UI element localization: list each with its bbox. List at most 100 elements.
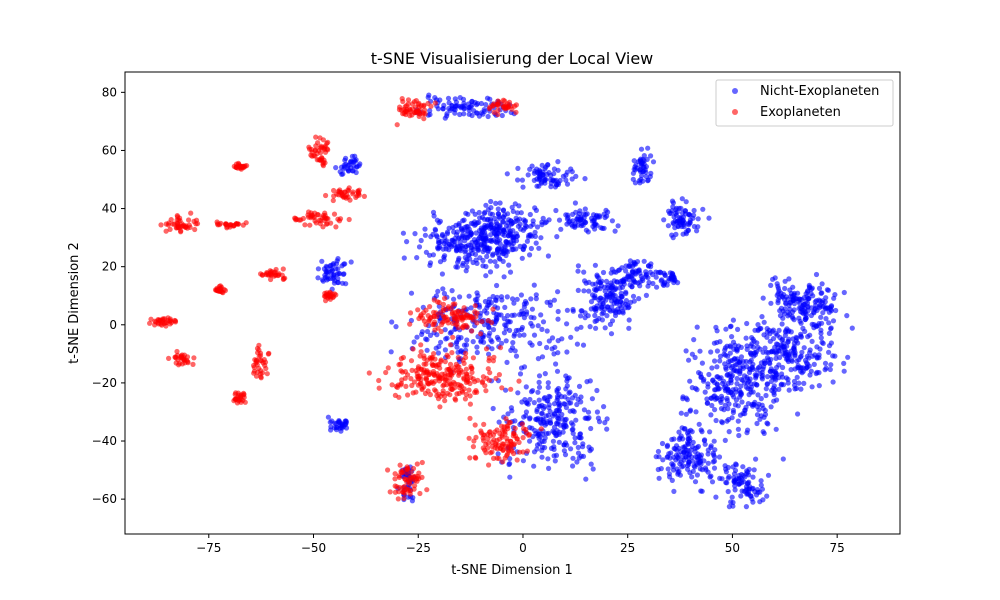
point-1-0-171 [442, 371, 448, 377]
point-1-2-91 [502, 455, 508, 461]
point-0-5-66 [593, 213, 600, 219]
point-0-13-122 [790, 284, 796, 290]
point-0-0-91 [444, 229, 451, 235]
point-0-0-83 [501, 274, 507, 280]
point-0-16-67 [474, 102, 480, 108]
point-0-7-10 [619, 265, 625, 271]
point-1-0-218 [417, 373, 423, 379]
point-0-2-248 [486, 324, 492, 330]
x-tick-label-1: −50 [301, 541, 326, 555]
point-1-0-230 [432, 387, 438, 393]
point-1-7-40 [325, 139, 331, 145]
point-0-0-98 [412, 231, 418, 237]
point-0-2-181 [538, 312, 544, 318]
point-1-8-30 [361, 193, 367, 199]
point-0-12-242 [782, 348, 788, 354]
point-1-7-39 [307, 146, 313, 152]
point-0-1-68 [471, 237, 477, 243]
point-0-7-57 [648, 261, 654, 267]
point-0-8-18 [639, 173, 645, 179]
point-0-1-71 [538, 235, 544, 241]
point-0-11-258 [727, 344, 734, 350]
point-0-1-162 [489, 227, 496, 233]
point-0-9-21 [679, 196, 685, 202]
point-0-2-130 [419, 329, 425, 335]
point-0-15-77 [713, 494, 719, 500]
point-0-12-5 [740, 358, 746, 365]
point-0-12-121 [732, 362, 738, 368]
point-0-0-205 [464, 234, 470, 240]
point-0-9-60 [685, 221, 691, 227]
point-0-0-134 [477, 215, 483, 221]
point-0-12-177 [791, 345, 797, 351]
point-1-18-19 [513, 109, 519, 115]
point-1-2-9 [520, 435, 526, 441]
point-0-3-179 [556, 439, 562, 445]
point-0-4-69 [543, 164, 549, 170]
point-1-0-26 [447, 342, 454, 348]
point-0-0-190 [437, 218, 443, 224]
point-0-11-160 [748, 357, 754, 363]
point-0-5-50 [570, 211, 576, 217]
point-0-3-158 [531, 463, 537, 469]
point-1-1-98 [432, 327, 438, 333]
point-0-10-26 [658, 278, 664, 284]
point-0-14-73 [690, 439, 696, 445]
point-0-14-145 [686, 441, 692, 447]
point-0-1-49 [489, 211, 496, 217]
point-0-9-59 [680, 218, 686, 224]
point-0-11-159 [768, 404, 774, 410]
point-1-2-66 [514, 436, 520, 442]
point-0-7-54 [629, 284, 635, 290]
point-0-7-53 [637, 283, 643, 289]
point-0-2-96 [568, 334, 574, 340]
point-0-3-248 [536, 435, 542, 441]
point-1-0-172 [452, 396, 458, 402]
point-0-15-31 [723, 469, 730, 475]
point-0-0-195 [458, 243, 464, 249]
point-0-12-102 [818, 327, 824, 333]
y-axis-label: t-SNE Dimension 2 [67, 242, 82, 364]
point-1-2-0 [538, 426, 544, 432]
point-0-18-15 [341, 271, 347, 277]
point-0-14-150 [682, 426, 688, 432]
point-0-15-44 [732, 487, 738, 493]
point-1-2-76 [470, 444, 476, 450]
x-axis-label: t-SNE Dimension 1 [451, 563, 573, 578]
point-0-5-8 [615, 223, 621, 229]
point-1-4-29 [163, 221, 169, 227]
point-0-16-88 [452, 107, 458, 113]
point-0-2-228 [474, 290, 480, 296]
point-0-6-110 [592, 262, 599, 268]
chart-title: t-SNE Visualisierung der Local View [371, 49, 654, 68]
point-0-2-251 [564, 349, 570, 355]
point-1-0-199 [398, 356, 404, 362]
point-0-2-163 [436, 303, 442, 309]
y-tick-label-3: 0 [109, 318, 117, 332]
point-0-11-220 [725, 406, 731, 412]
point-0-2-168 [547, 299, 553, 305]
point-0-11-195 [680, 394, 686, 400]
point-0-15-45 [744, 468, 750, 474]
point-0-6-120 [581, 269, 587, 275]
point-0-14-57 [666, 451, 672, 457]
point-0-2-184 [464, 337, 470, 343]
series-exoplaneten [147, 96, 544, 502]
point-0-14-142 [712, 447, 718, 453]
point-0-4-65 [582, 176, 588, 182]
point-1-11-16 [166, 355, 172, 361]
point-0-12-248 [798, 368, 804, 374]
point-0-3-84 [507, 474, 513, 480]
point-0-2-113 [504, 359, 510, 365]
point-0-3-49 [539, 411, 545, 417]
point-0-3-221 [595, 415, 602, 421]
point-0-8-42 [643, 164, 650, 170]
point-0-2-179 [510, 340, 516, 346]
point-0-12-231 [752, 372, 758, 378]
point-0-5-54 [598, 225, 604, 231]
point-1-10-30 [152, 322, 158, 328]
point-1-0-6 [516, 378, 522, 384]
point-1-2-78 [511, 430, 517, 436]
point-1-0-117 [469, 369, 475, 375]
point-0-12-80 [796, 380, 802, 386]
